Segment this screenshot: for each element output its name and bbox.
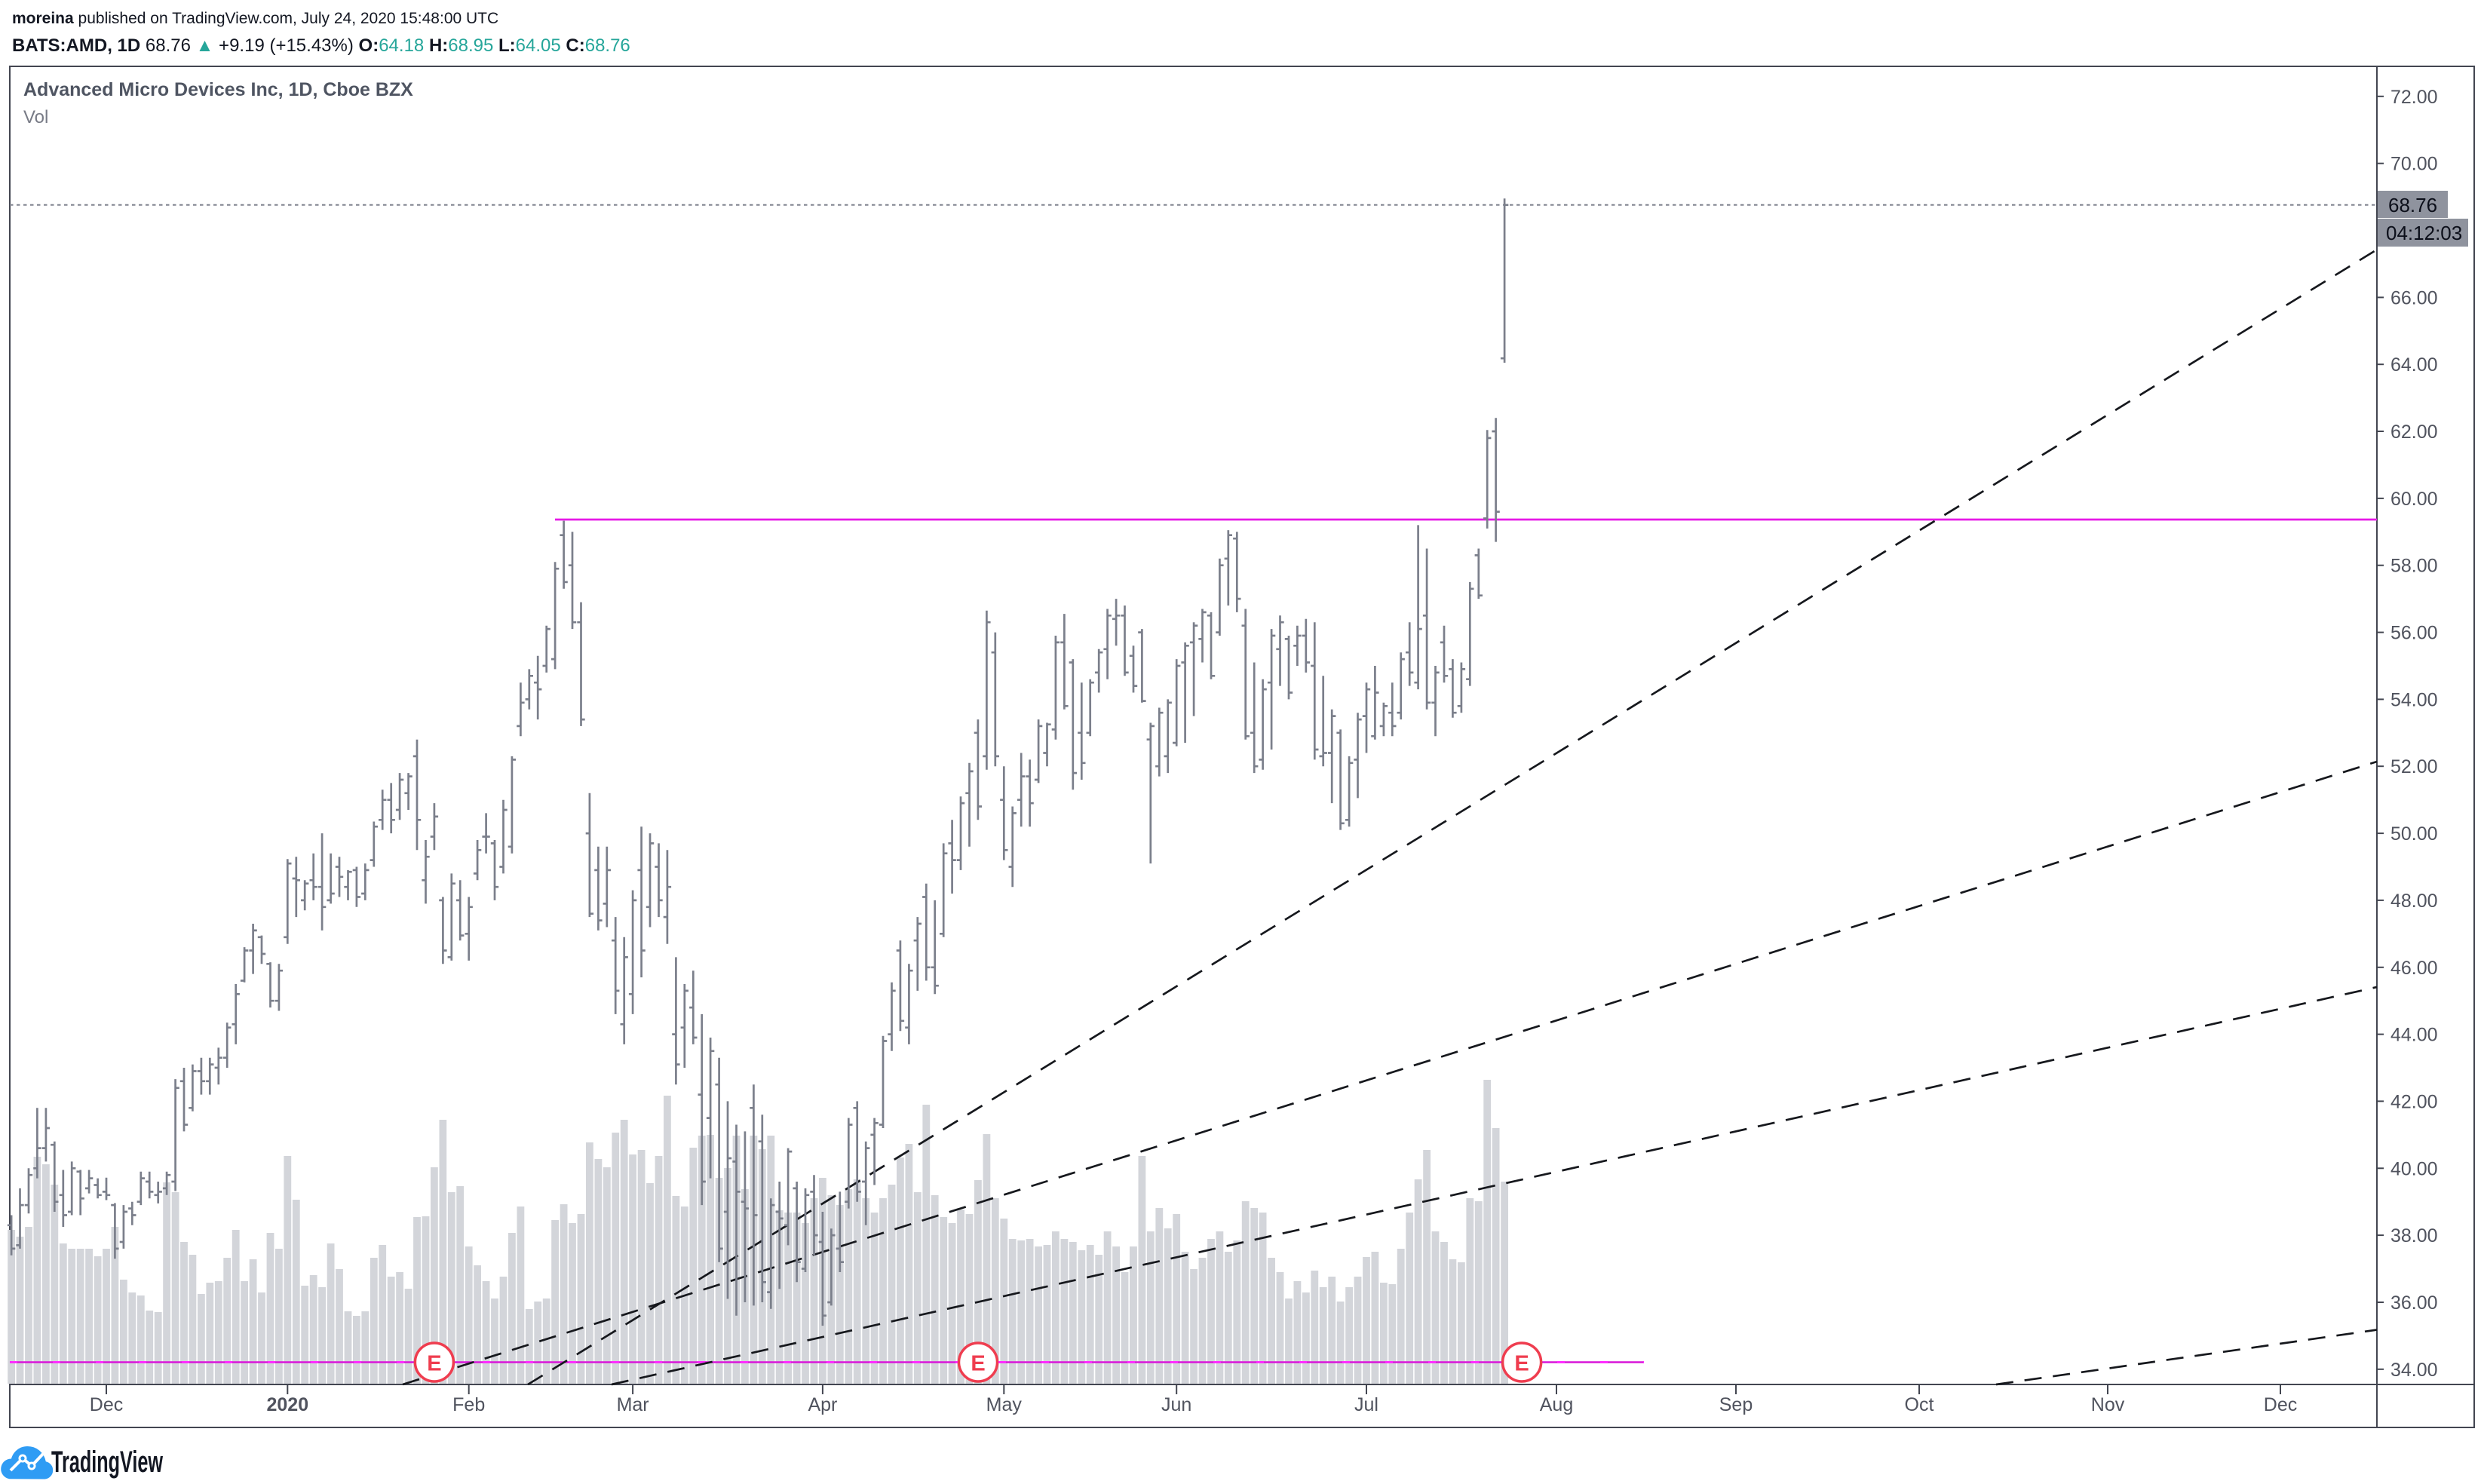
svg-text:60.00: 60.00 <box>2390 489 2438 510</box>
svg-text:Mar: Mar <box>617 1394 649 1415</box>
svg-text:36.00: 36.00 <box>2390 1292 2438 1314</box>
svg-text:E: E <box>971 1352 985 1376</box>
svg-text:34.00: 34.00 <box>2390 1360 2438 1381</box>
svg-text:E: E <box>1514 1352 1529 1376</box>
svg-text:58.00: 58.00 <box>2390 556 2438 577</box>
svg-text:44.00: 44.00 <box>2390 1025 2438 1046</box>
svg-text:Apr: Apr <box>808 1394 837 1415</box>
svg-text:BATS:AMD, 1D 68.76 ▲ +9.19 (+: BATS:AMD, 1D 68.76 ▲ +9.19 (+15.43%) O:6… <box>12 35 630 56</box>
svg-text:54.00: 54.00 <box>2390 689 2438 710</box>
svg-text:2020: 2020 <box>266 1394 308 1415</box>
svg-text:Dec: Dec <box>2264 1394 2297 1415</box>
svg-text:48.00: 48.00 <box>2390 891 2438 912</box>
svg-text:Oct: Oct <box>1905 1394 1934 1415</box>
svg-text:64.00: 64.00 <box>2390 354 2438 376</box>
svg-text:68.76: 68.76 <box>2388 194 2437 216</box>
svg-text:E: E <box>427 1352 441 1376</box>
svg-text:52.00: 52.00 <box>2390 756 2438 777</box>
svg-text:Dec: Dec <box>90 1394 123 1415</box>
svg-text:May: May <box>986 1394 1023 1415</box>
svg-text:72.00: 72.00 <box>2390 87 2438 108</box>
svg-text:TradingView: TradingView <box>51 1446 164 1479</box>
svg-text:Nov: Nov <box>2091 1394 2125 1415</box>
svg-text:04:12:03: 04:12:03 <box>2386 222 2462 244</box>
svg-text:Sep: Sep <box>1719 1394 1753 1415</box>
svg-text:Aug: Aug <box>1540 1394 1573 1415</box>
svg-text:38.00: 38.00 <box>2390 1225 2438 1246</box>
svg-text:Advanced Micro Devices Inc, 1D: Advanced Micro Devices Inc, 1D, Cboe BZX <box>23 79 413 100</box>
svg-text:Vol: Vol <box>23 107 48 127</box>
svg-text:Jul: Jul <box>1354 1394 1378 1415</box>
svg-text:Jun: Jun <box>1161 1394 1191 1415</box>
svg-text:40.00: 40.00 <box>2390 1158 2438 1179</box>
svg-text:66.00: 66.00 <box>2390 287 2438 308</box>
svg-text:56.00: 56.00 <box>2390 623 2438 644</box>
svg-text:50.00: 50.00 <box>2390 823 2438 845</box>
svg-text:70.00: 70.00 <box>2390 154 2438 175</box>
svg-text:moreina published on TradingVi: moreina published on TradingView.com, Ju… <box>12 10 498 27</box>
svg-text:Feb: Feb <box>452 1394 485 1415</box>
svg-text:46.00: 46.00 <box>2390 958 2438 979</box>
svg-text:62.00: 62.00 <box>2390 422 2438 443</box>
svg-text:42.00: 42.00 <box>2390 1091 2438 1112</box>
